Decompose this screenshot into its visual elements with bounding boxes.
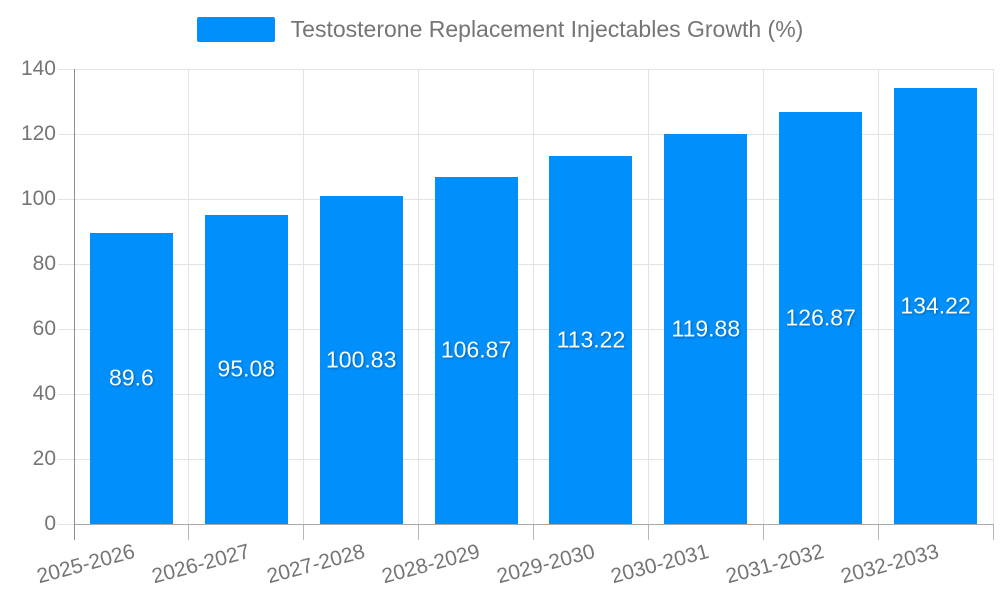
y-axis-line: [74, 69, 75, 540]
x-axis-tick: [418, 524, 420, 540]
x-axis-category-label: 2025-2026: [34, 540, 138, 589]
y-gridline: [58, 198, 993, 200]
x-gridline: [303, 69, 305, 524]
y-gridline: [58, 458, 993, 460]
bar[interactable]: [319, 196, 403, 524]
x-axis-tick: [303, 524, 305, 540]
y-axis-tick-label: 0: [44, 512, 56, 535]
bar[interactable]: [89, 232, 173, 524]
y-gridline: [58, 263, 993, 265]
y-axis-tick-label: 120: [20, 122, 56, 145]
bar[interactable]: [204, 214, 288, 524]
legend-marker-icon: [196, 17, 275, 42]
x-axis-category-label: 2031-2032: [723, 540, 827, 589]
legend-label: Testosterone Replacement Injectables Gro…: [290, 16, 804, 42]
y-axis-tick-label: 140: [20, 57, 56, 80]
x-gridline: [992, 69, 994, 524]
bar-value-label: 100.83: [326, 346, 397, 373]
x-gridline: [418, 69, 420, 524]
x-axis-category-label: 2030-2031: [608, 540, 712, 589]
bar-value-label: 126.87: [785, 304, 856, 331]
x-axis-category-label: 2028-2029: [379, 540, 483, 589]
x-axis-tick: [188, 524, 190, 540]
x-axis-tick: [877, 524, 879, 540]
bar-value-label: 113.22: [556, 326, 626, 353]
y-axis-tick-label: 80: [32, 252, 56, 275]
y-gridline: [58, 328, 993, 330]
x-gridline: [762, 69, 764, 524]
legend-item[interactable]: Testosterone Replacement Injectables Gro…: [196, 16, 804, 42]
x-axis-category-label: 2032-2033: [838, 540, 942, 589]
y-axis-tick-label: 20: [32, 447, 56, 470]
bar-value-label: 89.6: [109, 364, 154, 391]
bar[interactable]: [779, 111, 863, 524]
x-gridline: [877, 69, 879, 524]
x-axis-tick: [992, 524, 994, 540]
x-axis-tick: [647, 524, 649, 540]
y-gridline: [58, 68, 993, 70]
x-axis-tick: [762, 524, 764, 540]
x-axis-line: [74, 524, 993, 525]
y-axis-tick-label: 100: [20, 187, 56, 210]
x-gridline: [647, 69, 649, 524]
x-axis-category-label: 2029-2030: [493, 540, 597, 589]
bar[interactable]: [894, 87, 978, 524]
bar-value-label: 95.08: [217, 355, 276, 382]
y-axis-tick-label: 60: [32, 317, 56, 340]
x-axis-tick: [533, 524, 534, 540]
bar[interactable]: [664, 134, 748, 524]
chart-legend: Testosterone Replacement Injectables Gro…: [0, 17, 1000, 42]
x-gridline: [533, 69, 534, 524]
bar-value-label: 119.88: [671, 315, 741, 342]
bar-value-label: 106.87: [440, 336, 512, 363]
bar[interactable]: [434, 176, 518, 524]
x-axis-category-label: 2027-2028: [264, 540, 368, 589]
y-gridline: [58, 133, 993, 135]
bar[interactable]: [549, 156, 633, 524]
y-gridline: [58, 393, 993, 395]
y-axis-tick-label: 40: [32, 382, 56, 405]
x-axis-category-label: 2026-2027: [149, 540, 253, 589]
bar-value-label: 134.22: [900, 292, 971, 319]
x-gridline: [188, 69, 190, 524]
